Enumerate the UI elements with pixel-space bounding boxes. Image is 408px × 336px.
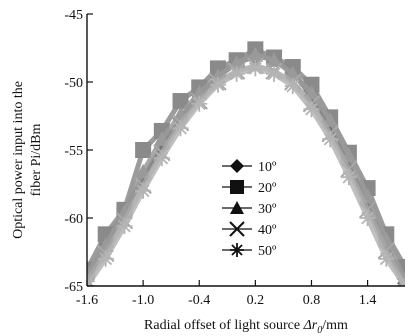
data-point xyxy=(172,120,189,137)
x-tick-label: 0.2 xyxy=(247,293,265,308)
data-point xyxy=(135,142,152,158)
x-axis-label-subscript: 0 xyxy=(317,325,322,336)
x-tick-label: -1.6 xyxy=(76,293,98,308)
data-point xyxy=(97,250,114,267)
x-tick-label: -1.0 xyxy=(132,293,154,308)
legend-marker xyxy=(230,159,244,173)
data-point xyxy=(153,150,170,167)
data-point xyxy=(284,78,301,95)
x-tick-label: 0.8 xyxy=(303,293,321,308)
data-point xyxy=(247,60,264,77)
data-point xyxy=(191,95,208,112)
legend-label: 30º xyxy=(258,202,277,217)
legend-item: 40º xyxy=(222,221,277,238)
legend-marker xyxy=(230,243,244,257)
legend-label: 20º xyxy=(258,181,277,196)
y-axis-label-line1: Optical power input into the xyxy=(11,81,26,239)
y-tick-label: -50 xyxy=(64,76,83,91)
legend-marker xyxy=(229,221,245,237)
y-tick-label: -60 xyxy=(64,212,83,227)
legend-marker xyxy=(230,180,244,194)
data-point xyxy=(247,46,264,62)
data-point xyxy=(266,52,283,68)
y-tick-label: -65 xyxy=(64,280,83,295)
data-point xyxy=(172,93,189,110)
legend-label: 50º xyxy=(258,244,277,259)
x-tick-label: -0.4 xyxy=(188,293,210,308)
legend-item: 20º xyxy=(222,180,277,196)
x-axis-label-symbol: Δr xyxy=(303,318,318,333)
series-line xyxy=(87,65,405,286)
x-axis-label: Radial offset of light source Δr0/mm xyxy=(144,318,348,336)
data-point xyxy=(209,76,226,93)
series-asterisk xyxy=(87,60,405,286)
data-point xyxy=(359,210,376,226)
legend-box xyxy=(214,156,300,268)
data-point xyxy=(135,182,152,199)
x-axis-label-prefix: Radial offset of light source xyxy=(144,318,304,333)
data-point xyxy=(322,131,339,148)
y-axis-label-line2: fiber Pi/dBm xyxy=(29,124,44,197)
y-tick-label: -55 xyxy=(64,144,83,159)
data-point xyxy=(228,65,245,82)
x-axis-label-suffix: /mm xyxy=(322,318,348,333)
data-point xyxy=(378,250,395,267)
data-point xyxy=(303,101,320,118)
data-point xyxy=(266,65,283,82)
y-tick-label: -45 xyxy=(64,8,83,23)
legend-label: 40º xyxy=(258,223,277,238)
legend: 10º 20º 30º 40º 50º xyxy=(214,156,300,268)
series-layer xyxy=(87,41,405,286)
tick-layer: -65 -60 -55 -50 -45 -1.6 -1.0 -0.4 0.2 0.8 1.4 xyxy=(64,8,376,308)
legend-item: 30º xyxy=(222,201,277,217)
data-point xyxy=(116,218,133,235)
legend-item: 10º xyxy=(222,159,277,175)
legend-label: 10º xyxy=(258,160,277,175)
data-point xyxy=(340,169,357,186)
legend-item: 50º xyxy=(222,243,277,259)
legend-marker xyxy=(230,201,244,214)
x-tick-label: 1.4 xyxy=(359,293,377,308)
